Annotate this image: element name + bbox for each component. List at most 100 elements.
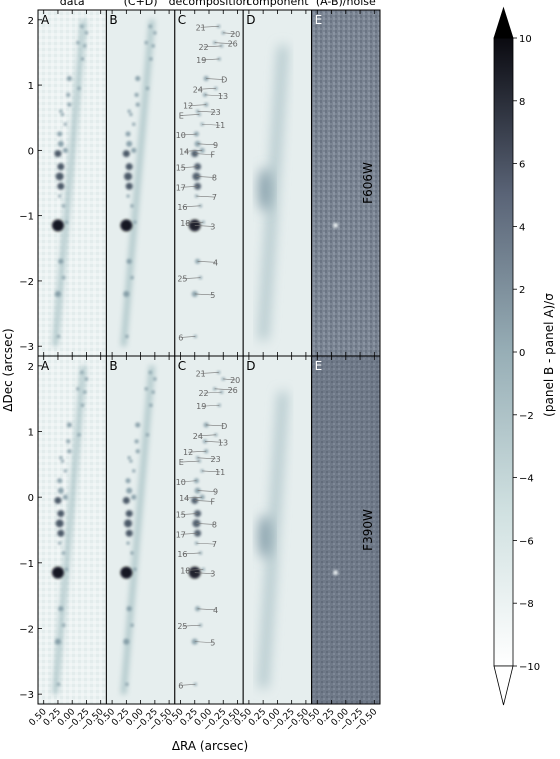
clump-leader-3 xyxy=(194,572,213,574)
clump-25 xyxy=(62,623,66,627)
clump-20 xyxy=(153,377,157,381)
clump-7 xyxy=(194,541,199,545)
clump-19 xyxy=(80,403,85,407)
clump-leader-11 xyxy=(202,123,221,126)
clump-10 xyxy=(125,131,131,137)
clump-12 xyxy=(135,102,140,107)
clump-16 xyxy=(62,551,66,555)
clump-leader-F xyxy=(194,500,213,502)
y-tick-label: 1 xyxy=(28,428,34,439)
clump-24 xyxy=(145,86,150,90)
column-title-3: decomposition xyxy=(169,0,250,8)
clump-15 xyxy=(57,163,65,171)
clump-23 xyxy=(59,456,63,460)
clump-label-10: 10 xyxy=(176,131,186,140)
clump-9 xyxy=(57,487,64,494)
row-filter-label: F606W xyxy=(361,162,375,204)
clump-leader-17 xyxy=(180,532,198,535)
residual-spot xyxy=(333,222,339,228)
clump-label-24: 24 xyxy=(193,85,203,94)
clump-label-14: 14 xyxy=(179,494,189,503)
clump-F xyxy=(122,496,130,504)
clump-leader-26 xyxy=(214,388,233,391)
clump-21 xyxy=(148,24,152,28)
clump-25 xyxy=(62,276,66,280)
clump-12 xyxy=(67,102,72,107)
clump-leader-4 xyxy=(197,608,216,611)
axes-labels: ΔDec (arcsec) ΔRA (arcsec) xyxy=(1,328,248,753)
clump-label-18: 18 xyxy=(180,566,190,575)
clump-leader-10 xyxy=(180,133,197,136)
panel-background xyxy=(174,10,244,356)
residual-spot xyxy=(333,570,339,576)
clump-5 xyxy=(123,638,130,645)
clump-leader-7 xyxy=(196,542,215,545)
clump-label-15: 15 xyxy=(176,511,186,520)
clump-5 xyxy=(123,290,130,297)
clump-20 xyxy=(84,377,89,381)
clump-14 xyxy=(131,494,137,500)
y-tick-label: −3 xyxy=(19,342,34,353)
clump-label-E: E xyxy=(179,458,184,467)
clump-24 xyxy=(77,433,81,437)
clump-19 xyxy=(80,57,85,61)
panel-letter-E: E xyxy=(315,13,323,27)
clump-label-D: D xyxy=(221,422,227,431)
clump-23 xyxy=(59,109,63,113)
clump-label-23: 23 xyxy=(211,108,221,117)
clump-label-13: 13 xyxy=(218,92,228,101)
clump-3 xyxy=(120,219,133,232)
clump-E xyxy=(60,459,65,463)
clump-E xyxy=(129,459,133,463)
colorbar-tick-label: 8 xyxy=(519,97,525,108)
clump-label-26: 26 xyxy=(228,40,238,49)
y-axis-label: ΔDec (arcsec) xyxy=(1,328,15,411)
clump-label-4: 4 xyxy=(213,258,218,267)
clump-7 xyxy=(126,194,130,198)
clump-5 xyxy=(54,290,61,297)
clump-label-8: 8 xyxy=(212,173,217,182)
panel-b-1: B xyxy=(105,9,176,357)
clump-label-F: F xyxy=(210,497,215,506)
colorbar-gradient xyxy=(493,37,514,667)
panel-letter-B: B xyxy=(109,359,117,373)
clump-11 xyxy=(132,469,136,473)
clump-leader-3 xyxy=(194,225,213,227)
clump-leader-24 xyxy=(197,434,216,437)
clump-leader-25 xyxy=(182,624,201,627)
clump-10 xyxy=(57,478,63,484)
clump-label-22: 22 xyxy=(198,43,208,52)
clump-9 xyxy=(126,487,133,494)
clump-15 xyxy=(125,163,133,171)
clump-label-14: 14 xyxy=(179,147,189,156)
panel-letter-A: A xyxy=(41,359,50,373)
clump-12 xyxy=(67,449,72,454)
clump-leader-12 xyxy=(188,450,207,453)
clump-label-20: 20 xyxy=(230,30,240,39)
clump-label-17: 17 xyxy=(176,530,186,539)
clump-21 xyxy=(80,24,84,28)
panel-background xyxy=(311,10,380,356)
clump-18 xyxy=(133,567,137,571)
clump-leader-20 xyxy=(223,32,236,35)
clump-label-11: 11 xyxy=(215,121,225,130)
clump-F xyxy=(54,496,62,504)
clump-label-23: 23 xyxy=(211,455,221,464)
clump-24 xyxy=(77,86,81,90)
clump-label-8: 8 xyxy=(212,520,217,529)
clump-6 xyxy=(56,682,61,686)
clump-26 xyxy=(76,387,80,391)
component-d-emission xyxy=(259,391,287,688)
clump-leader-19 xyxy=(201,404,220,407)
clump-label-19: 19 xyxy=(196,402,206,411)
y-tick-label: −3 xyxy=(19,690,34,701)
y-tick-label: −1 xyxy=(19,559,34,570)
colorbar: 10 8 6 4 2 0 −2 −4 −6 −8 −10 (panel B - panel A)/σ xyxy=(493,6,556,706)
clump-label-11: 11 xyxy=(215,468,225,477)
clump-label-26: 26 xyxy=(228,386,238,395)
clump-leader-D xyxy=(206,424,225,427)
clump-label-20: 20 xyxy=(230,376,240,385)
clump-leader-13 xyxy=(204,441,224,443)
colorbar-tick-label: 10 xyxy=(519,34,532,45)
